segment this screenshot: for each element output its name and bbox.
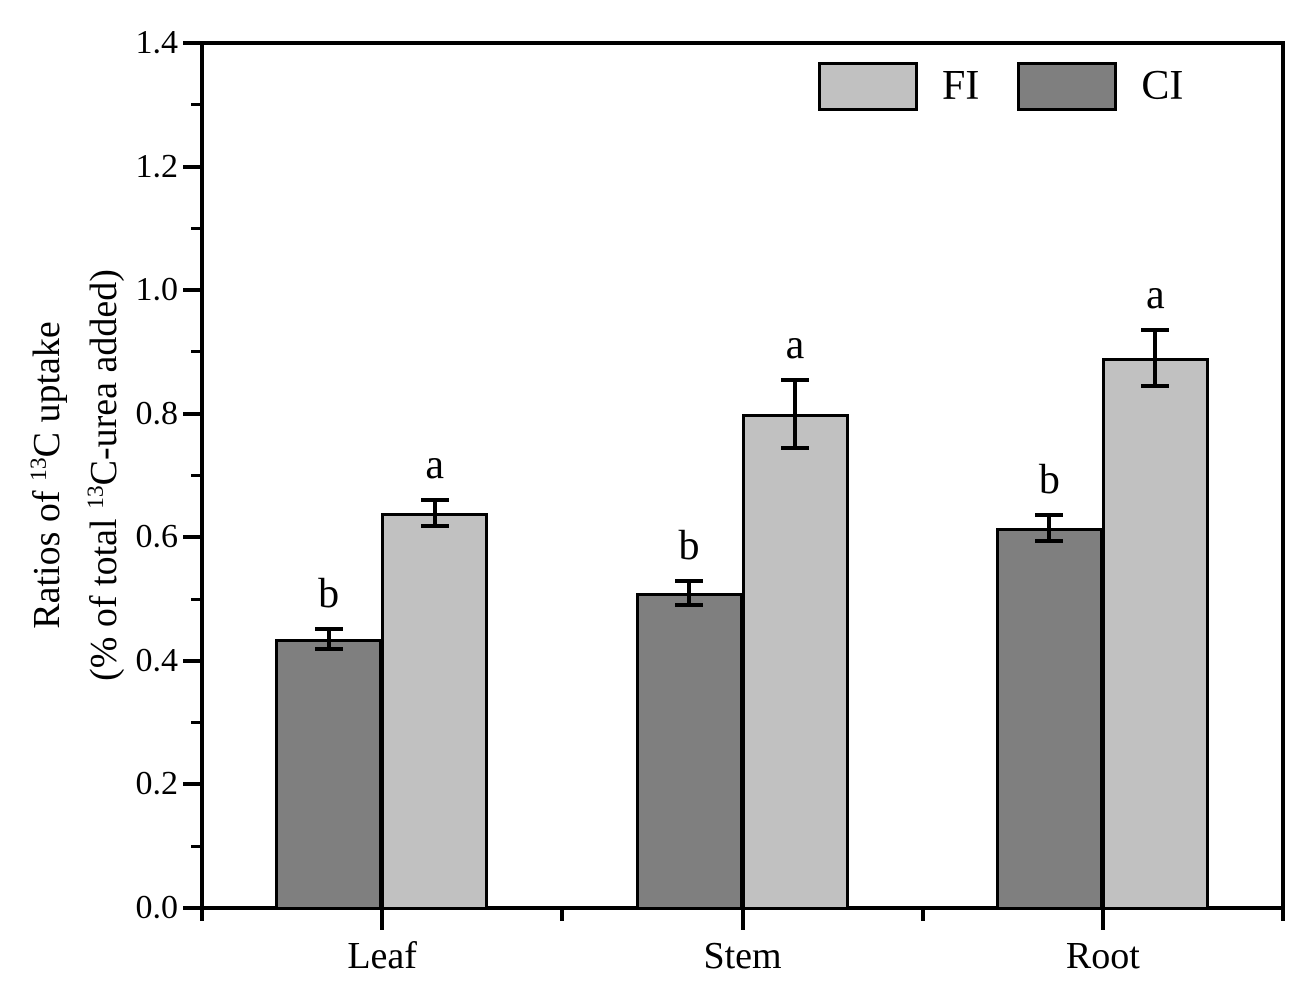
y-axis-major-tick xyxy=(183,41,200,45)
x-category-label: Root xyxy=(1065,935,1140,977)
error-bar-bottom-cap xyxy=(1035,538,1064,543)
x-axis-minor-tick xyxy=(1281,910,1285,921)
y-axis-major-tick xyxy=(183,288,200,293)
y-axis-tick-label: 1.0 xyxy=(135,271,179,309)
legend-swatch-fi xyxy=(818,62,918,111)
bar-fi-leaf xyxy=(381,512,489,910)
y-axis-tick-label: 1.4 xyxy=(135,24,179,61)
x-axis-minor-tick xyxy=(560,910,565,921)
legend-item-ci: CI xyxy=(1017,62,1183,111)
y-axis-tick-label: 1.2 xyxy=(135,147,179,185)
y-axis-minor-tick xyxy=(191,844,200,848)
bar-fi-root xyxy=(1101,358,1209,910)
x-axis-minor-tick xyxy=(200,910,204,921)
error-bar-ci-root xyxy=(1047,515,1052,541)
significance-letter-ci-stem: b xyxy=(678,522,700,569)
y-axis-tick-label: 0.8 xyxy=(135,394,179,432)
y-axis-minor-tick xyxy=(191,226,200,230)
x-axis-major-tick xyxy=(380,910,385,930)
x-axis-minor-tick xyxy=(920,910,925,921)
significance-letter-fi-leaf: a xyxy=(425,441,444,488)
error-bar-fi-leaf xyxy=(432,499,437,526)
x-axis-major-tick xyxy=(740,910,745,930)
error-bar-ci-leaf xyxy=(326,629,331,650)
y-axis-major-tick xyxy=(183,411,200,416)
y-axis-tick-label: 0.6 xyxy=(135,518,179,556)
error-bar-top-cap xyxy=(314,627,343,632)
legend-swatch-ci xyxy=(1017,62,1118,111)
bar-ci-leaf xyxy=(275,639,383,910)
error-bar-ci-stem xyxy=(687,580,691,606)
legend: FI CI xyxy=(818,62,1183,111)
error-bar-top-cap xyxy=(781,377,809,382)
error-bar-bottom-cap xyxy=(314,647,343,652)
bar-ci-root xyxy=(995,528,1103,910)
y-axis-major-tick xyxy=(183,906,200,910)
legend-item-fi: FI xyxy=(818,62,979,111)
x-axis-major-tick xyxy=(1100,910,1105,930)
y-axis-minor-tick xyxy=(191,597,200,601)
y-axis-major-tick xyxy=(183,164,200,169)
y-axis-tick-label: 0.4 xyxy=(135,641,179,679)
error-bar-top-cap xyxy=(1035,513,1064,518)
error-bar-bottom-cap xyxy=(1141,383,1170,388)
legend-label-ci: CI xyxy=(1141,63,1184,109)
error-bar-top-cap xyxy=(675,578,703,583)
error-bar-top-cap xyxy=(1141,328,1170,333)
y-axis-major-tick xyxy=(183,658,200,663)
significance-letter-fi-stem: a xyxy=(785,321,805,368)
error-bar-bottom-cap xyxy=(781,445,809,450)
error-bar-fi-stem xyxy=(793,379,797,448)
significance-letter-fi-root: a xyxy=(1146,272,1165,319)
bar-fi-stem xyxy=(741,413,849,910)
error-bar-bottom-cap xyxy=(420,523,449,528)
y-axis-tick-label: 0.0 xyxy=(135,889,179,926)
y-axis-major-tick xyxy=(183,782,200,787)
y-axis-minor-tick xyxy=(191,103,200,107)
bar-ci-stem xyxy=(635,592,743,910)
error-bar-top-cap xyxy=(420,497,449,502)
x-category-label: Leaf xyxy=(347,935,417,977)
error-bar-fi-root xyxy=(1153,330,1158,386)
significance-letter-ci-root: b xyxy=(1038,457,1060,504)
legend-label-fi: FI xyxy=(942,63,980,109)
significance-letter-ci-leaf: b xyxy=(318,571,340,618)
y-axis-minor-tick xyxy=(191,474,200,477)
y-axis-major-tick xyxy=(183,535,200,540)
y-axis-minor-tick xyxy=(191,721,200,725)
error-bar-bottom-cap xyxy=(675,603,703,608)
x-category-label: Stem xyxy=(703,935,782,977)
y-axis-minor-tick xyxy=(191,350,200,354)
y-axis-tick-label: 0.2 xyxy=(135,765,179,803)
